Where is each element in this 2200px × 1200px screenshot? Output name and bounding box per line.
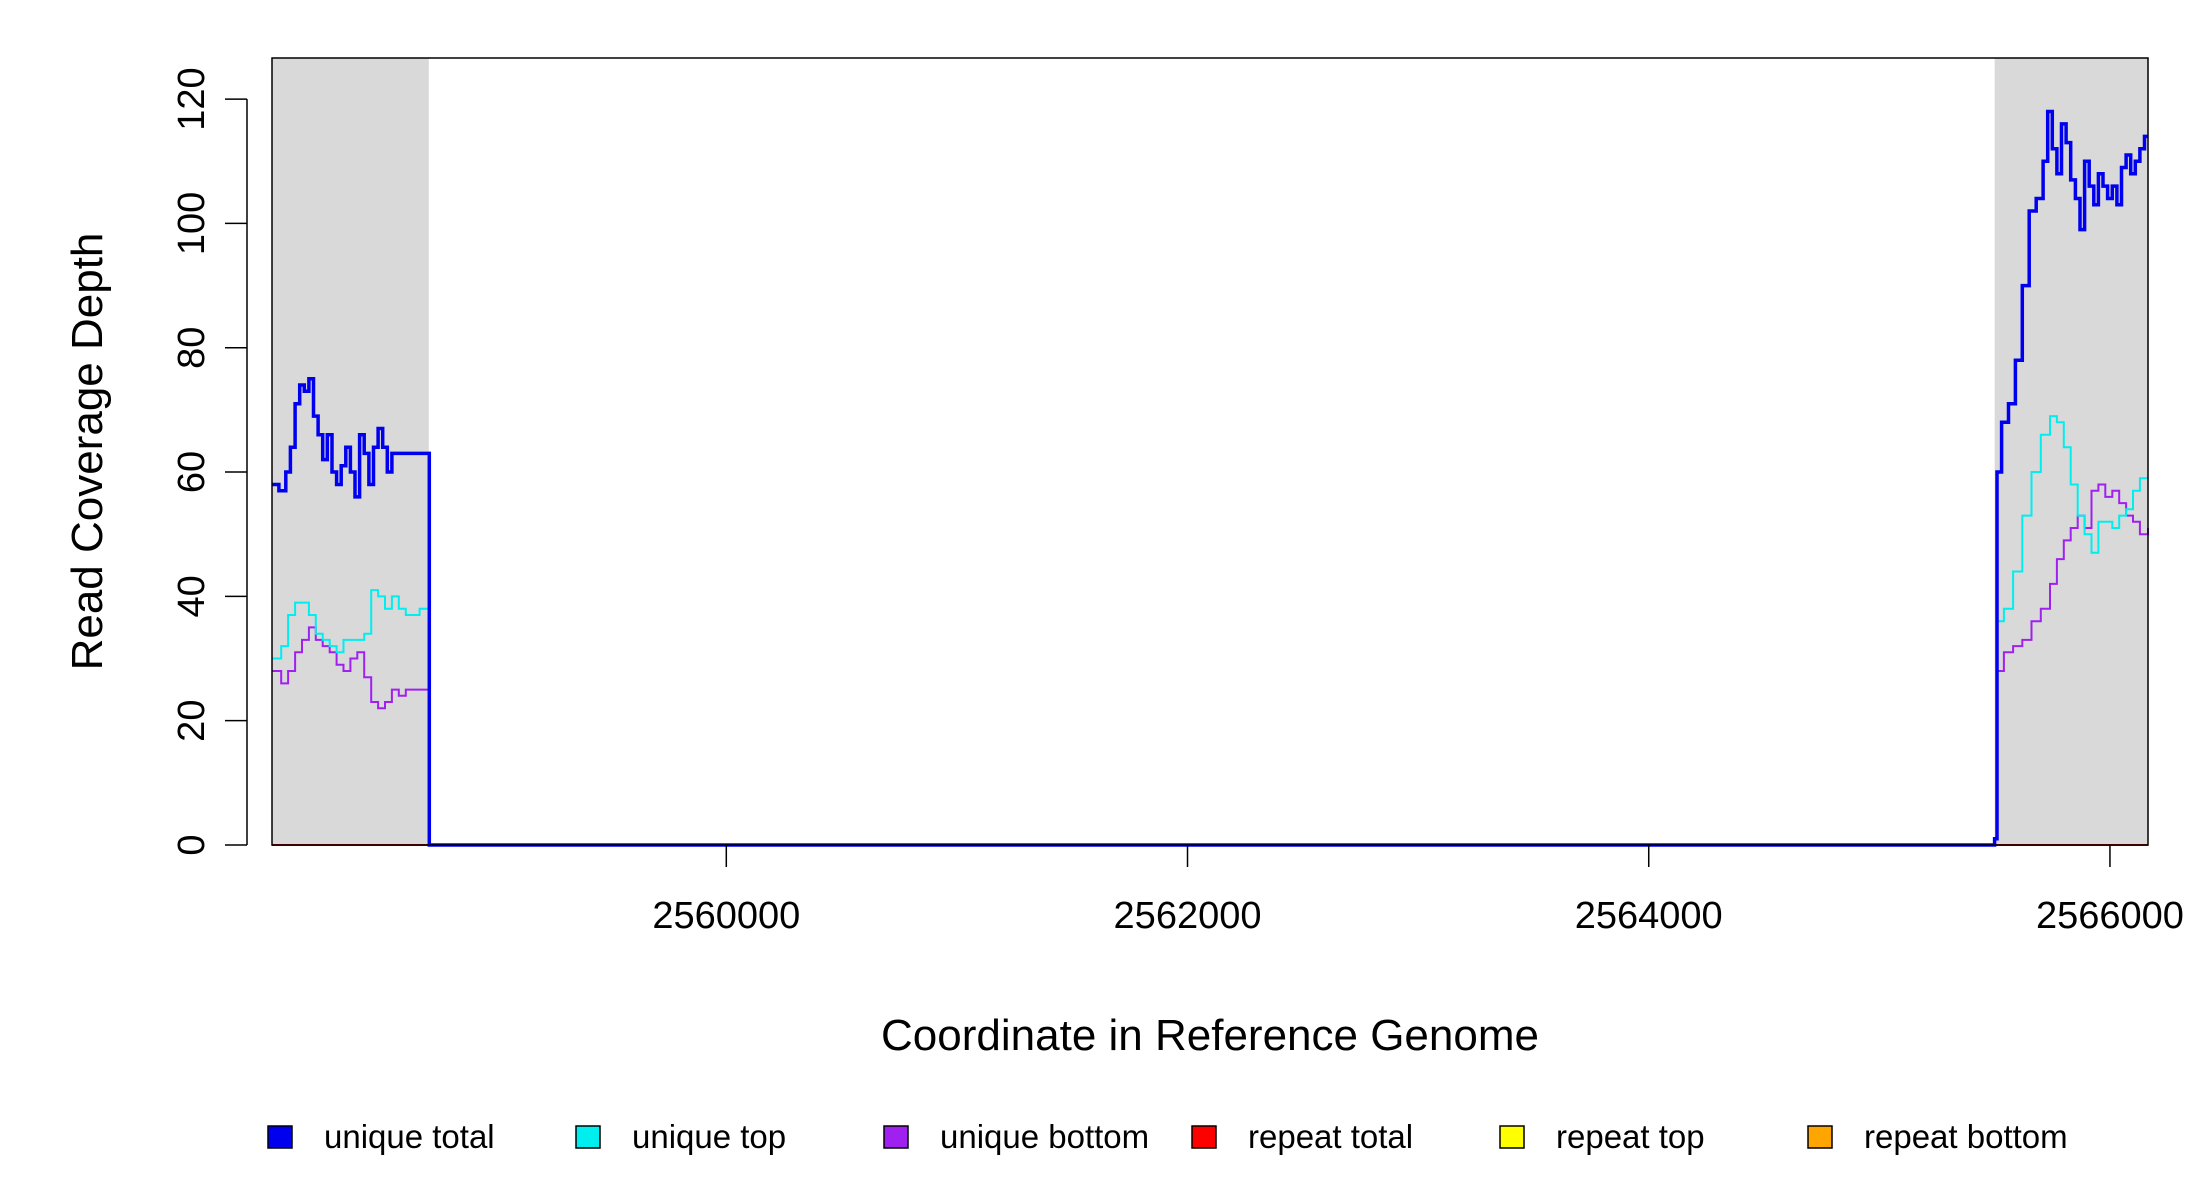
series-line-unique-total [272,109,2148,847]
y-axis-title: Read Coverage Depth [63,233,112,671]
x-tick-label-3: 2566000 [2036,895,2184,937]
y-tick-label-1: 20 [171,700,213,742]
y-tick-label-0: 0 [171,834,213,855]
legend-label-1: unique top [632,1118,786,1155]
legend-label-2: unique bottom [940,1118,1149,1155]
x-tick-label-0: 2560000 [652,895,800,937]
legend-swatch-5 [1807,1125,1833,1149]
x-axis-title: Coordinate in Reference Genome [881,1011,1539,1060]
legend-label-4: repeat top [1556,1118,1705,1155]
legend-swatch-3 [1191,1125,1217,1149]
plot-frame [271,57,2149,846]
legend-swatch-2 [883,1125,909,1149]
legend-swatch-0 [267,1125,293,1149]
legend-label-5: repeat bottom [1864,1118,2068,1155]
y-tick-label-6: 120 [171,67,213,130]
x-tick-label-2: 2564000 [1575,895,1723,937]
shaded-regions [272,58,2148,845]
series-lines [272,109,2149,847]
series-line-unique-bottom [272,483,2149,846]
legend-label-3: repeat total [1248,1118,1413,1155]
y-axis: 0 20 40 60 80 100 120 [171,67,248,856]
x-axis: 2560000 2562000 2564000 2566000 [652,845,2184,937]
legend: unique total unique top unique bottom repea… [267,1118,2068,1155]
y-tick-label-4: 80 [171,327,213,369]
y-tick-label-2: 40 [171,575,213,617]
legend-swatch-4 [1499,1125,1525,1149]
legend-swatch-1 [575,1125,601,1149]
y-tick-label-3: 60 [171,451,213,493]
legend-label-0: unique total [324,1118,495,1155]
y-tick-label-5: 100 [171,192,213,255]
x-tick-label-1: 2562000 [1114,895,1262,937]
series-line-unique-top [272,415,2148,846]
